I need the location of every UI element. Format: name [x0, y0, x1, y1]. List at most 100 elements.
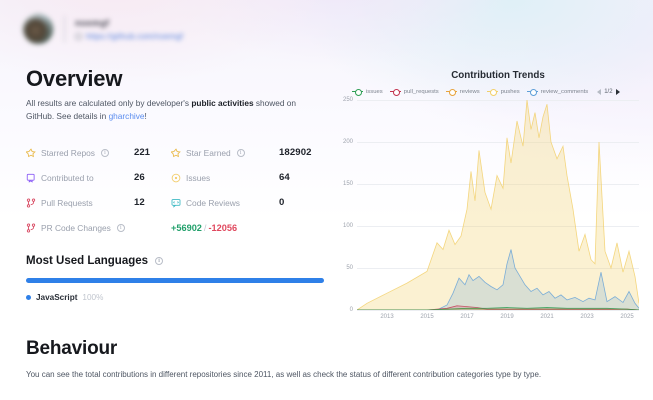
- chart-y-tick: 50: [346, 265, 353, 271]
- code-review-icon: [171, 198, 181, 208]
- stat-label-text: Issues: [186, 172, 211, 183]
- stats-grid: Starred Repos i 221 Star Earned i 182902: [26, 140, 326, 240]
- overview-description-pre: All results are calculated only by devel…: [26, 98, 192, 108]
- legend-item-pushes[interactable]: pushes: [486, 88, 520, 96]
- stats-row: Contributed to 26 Issues 64: [26, 165, 326, 190]
- chart-gridline: 150: [343, 181, 639, 187]
- chart-gridline: 0: [350, 307, 639, 313]
- overview-description-bold: public activities: [191, 98, 254, 108]
- chart-plot-area: 0 50 100 150 200 250 2013 2015 2017 2019 2021 2023 2…: [343, 97, 639, 320]
- chart-gridline: 50: [346, 265, 639, 271]
- stat-starred-repos: Starred Repos i 221: [26, 147, 171, 158]
- chart-y-tick: 250: [342, 97, 353, 103]
- stat-label-text: PR Code Changes: [41, 222, 111, 233]
- behaviour-description: You can see the total contributions in d…: [26, 370, 542, 379]
- legend-label: reviews: [459, 88, 480, 95]
- legend-marker-icon: [352, 88, 363, 96]
- overview-description-mid: showed on GitHub. See details in: [26, 98, 296, 121]
- stat-label-text: Starred Repos: [41, 147, 95, 158]
- stats-row: PR Code Changes i +56902 / -12056: [26, 215, 326, 240]
- language-color-dot: [26, 295, 31, 300]
- legend-pagination: 1/2: [597, 88, 620, 95]
- legend-label: review_comments: [540, 88, 589, 95]
- stat-code-reviews: Code Reviews 0: [171, 197, 284, 208]
- language-bar: [26, 278, 324, 283]
- overview-description-post: !: [144, 110, 147, 121]
- star-icon: [171, 147, 181, 157]
- profile-username: noemgf: [75, 17, 110, 28]
- chevron-left-icon[interactable]: [597, 88, 602, 95]
- legend-marker-icon: [526, 88, 538, 96]
- stat-value: 182902: [279, 147, 312, 158]
- stat-label: Code Reviews: [171, 198, 279, 208]
- legend-marker-icon: [486, 88, 498, 96]
- chart-series-canvas: [357, 100, 639, 310]
- stat-pr-code-changes: PR Code Changes i: [26, 223, 171, 233]
- stats-row: Starred Repos i 221 Star Earned i 182902: [26, 140, 326, 165]
- profile-meta: noemgf https://github.com/noemgf: [75, 18, 183, 41]
- issue-icon: [171, 173, 181, 182]
- stat-star-earned: Star Earned i 182902: [171, 147, 312, 158]
- stat-label: Star Earned i: [171, 148, 279, 158]
- section-title-text: Most Used Languages: [26, 255, 149, 267]
- code-additions: +56902: [171, 222, 202, 233]
- legend-item-issues[interactable]: issues: [352, 88, 383, 96]
- chart-gridline: 250: [343, 97, 639, 103]
- legend-marker-icon: [445, 88, 457, 96]
- code-changes-separator: /: [203, 222, 207, 233]
- stat-label: Pull Requests: [26, 198, 134, 208]
- chevron-right-icon[interactable]: [615, 88, 620, 95]
- contribution-trends-chart: Contribution Trends issues pull_requests…: [343, 70, 639, 320]
- chart-line-pushes: [357, 100, 639, 310]
- legend-item-pull-requests[interactable]: pull_requests: [389, 88, 439, 96]
- profile-link[interactable]: https://github.com/noemgf: [75, 32, 183, 41]
- chart-gridline: 200: [343, 139, 639, 145]
- info-icon[interactable]: i: [101, 148, 109, 157]
- gharchive-link[interactable]: gharchive: [108, 110, 145, 121]
- chart-y-tick: 150: [342, 181, 353, 187]
- repo-icon: [26, 173, 35, 183]
- chart-title: Contribution Trends: [451, 70, 545, 81]
- code-deletions: -12056: [208, 222, 238, 233]
- pull-request-icon: [26, 198, 36, 208]
- legend-page-indicator: 1/2: [604, 88, 613, 95]
- chart-y-tick: 100: [342, 223, 353, 229]
- legend-item-reviews[interactable]: reviews: [445, 88, 480, 96]
- stat-value: 0: [279, 197, 285, 208]
- stat-value: 12: [134, 197, 145, 208]
- stat-pull-requests: Pull Requests 12: [26, 197, 171, 208]
- chart-y-tick: 200: [342, 139, 353, 145]
- chart-area-pushes: [357, 100, 639, 310]
- legend-item-review-comments[interactable]: review_comments: [526, 88, 589, 96]
- chart-x-tick: 2023: [580, 314, 594, 320]
- most-used-languages-title: Most Used Languages i: [26, 255, 164, 267]
- stat-label: Contributed to: [26, 173, 134, 183]
- info-icon[interactable]: i: [236, 148, 245, 157]
- info-icon[interactable]: i: [116, 223, 125, 232]
- language-percent: 100%: [82, 293, 104, 302]
- link-icon: [75, 32, 82, 40]
- page-title: Overview: [26, 66, 123, 91]
- chart-x-tick: 2019: [500, 314, 514, 320]
- behaviour-title: Behaviour: [26, 338, 118, 359]
- stat-label-text: Contributed to: [41, 172, 94, 183]
- stat-issues: Issues 64: [171, 172, 290, 183]
- stat-value: 221: [134, 147, 151, 158]
- header-divider: [64, 16, 65, 42]
- avatar: [22, 13, 54, 45]
- legend-label: pushes: [500, 88, 520, 95]
- chart-line-pull_requests: [357, 305, 639, 310]
- info-icon[interactable]: i: [155, 257, 164, 265]
- overview-card: Overview All results are calculated only…: [12, 56, 641, 320]
- stat-label: Starred Repos i: [26, 148, 134, 158]
- chart-gridline: 100: [343, 223, 639, 229]
- chart-x-tick: 2021: [540, 314, 554, 320]
- chart-x-tick: 2013: [380, 314, 394, 320]
- behaviour-section: Behaviour You can see the total contribu…: [26, 338, 541, 381]
- chart-area-issues: [357, 307, 639, 310]
- language-legend: JavaScript 100%: [26, 293, 103, 302]
- legend-label: pull_requests: [403, 88, 439, 95]
- chart-line-issues: [357, 307, 639, 310]
- pull-request-icon: [26, 223, 36, 233]
